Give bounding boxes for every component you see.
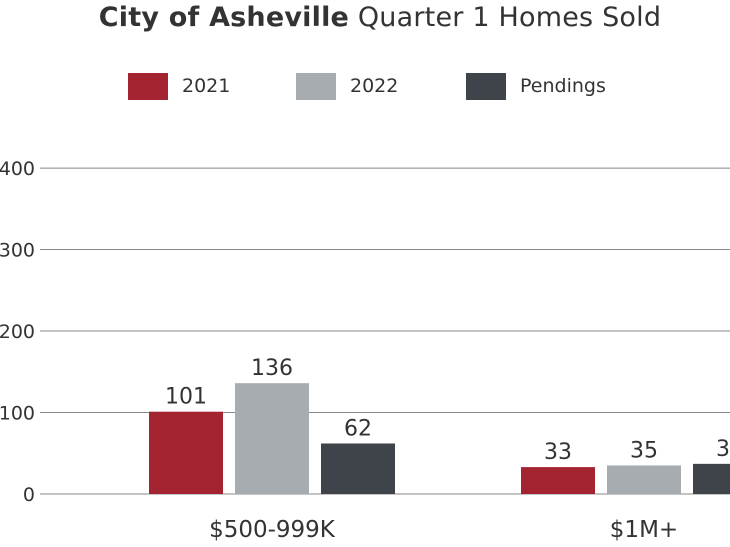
y-tick-label: 300 — [0, 240, 35, 262]
y-tick-label: 0 — [23, 484, 35, 506]
legend-label-2022: 2022 — [350, 75, 399, 97]
data-label: 35 — [630, 438, 658, 463]
legend-swatch-pendings — [466, 72, 506, 100]
x-category-label: $1M+ — [610, 517, 678, 543]
x-category-label: $500-999K — [209, 517, 336, 543]
data-label: 33 — [544, 440, 572, 465]
y-tick-label: 200 — [0, 321, 35, 343]
y-tick-label: 100 — [0, 403, 35, 425]
chart-title-rest: Quarter 1 Homes Sold — [357, 2, 662, 33]
bar — [321, 443, 395, 494]
bar — [521, 467, 595, 494]
legend-swatch-2022 — [296, 72, 336, 100]
chart-title: City of Asheville Quarter 1 Homes Sold — [0, 2, 730, 33]
chart-title-bold: City of Asheville — [98, 2, 350, 33]
bar — [235, 383, 309, 494]
data-label: 62 — [344, 416, 372, 441]
legend-item-2022: 2022 — [296, 72, 398, 100]
bar — [149, 411, 223, 494]
legend-label-2021: 2021 — [182, 75, 231, 97]
data-label: 37 — [716, 437, 730, 462]
data-label: 136 — [251, 356, 293, 381]
y-tick-label: 400 — [0, 158, 35, 180]
data-label: 101 — [165, 385, 207, 410]
legend-item-pendings: Pendings — [466, 72, 606, 100]
bar — [607, 465, 681, 494]
bar — [693, 463, 730, 494]
legend-item-2021: 2021 — [128, 72, 230, 100]
legend-swatch-2021 — [128, 72, 168, 100]
legend-label-pendings: Pendings — [520, 75, 606, 97]
